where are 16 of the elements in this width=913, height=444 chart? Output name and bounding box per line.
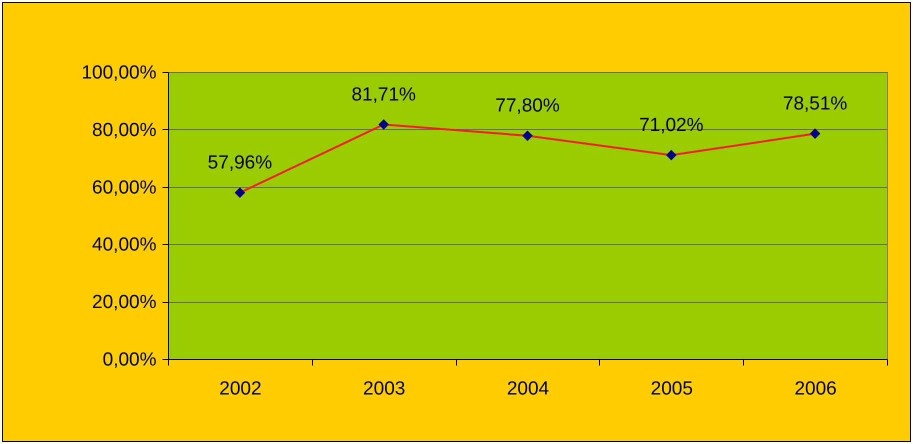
y-tick-label: 80,00% (92, 120, 157, 141)
x-tick-label: 2002 (219, 378, 262, 400)
y-tick-label: 40,00% (92, 234, 157, 256)
data-label: 77,80% (495, 96, 560, 117)
data-label: 71,02% (639, 115, 704, 136)
x-tick-label: 2003 (363, 378, 406, 400)
y-tick-label: 0,00% (102, 350, 157, 370)
x-tick-label: 2004 (506, 378, 550, 400)
x-tick-label: 2005 (650, 378, 693, 400)
y-tick-label: 20,00% (92, 292, 157, 314)
y-tick-label: 60,00% (92, 177, 157, 198)
data-label: 57,96% (208, 152, 272, 174)
x-tick-label: 2006 (794, 378, 837, 400)
data-label: 81,71% (351, 84, 416, 106)
y-tick-label: 100,00% (81, 62, 157, 84)
data-label: 78,51% (782, 94, 848, 115)
